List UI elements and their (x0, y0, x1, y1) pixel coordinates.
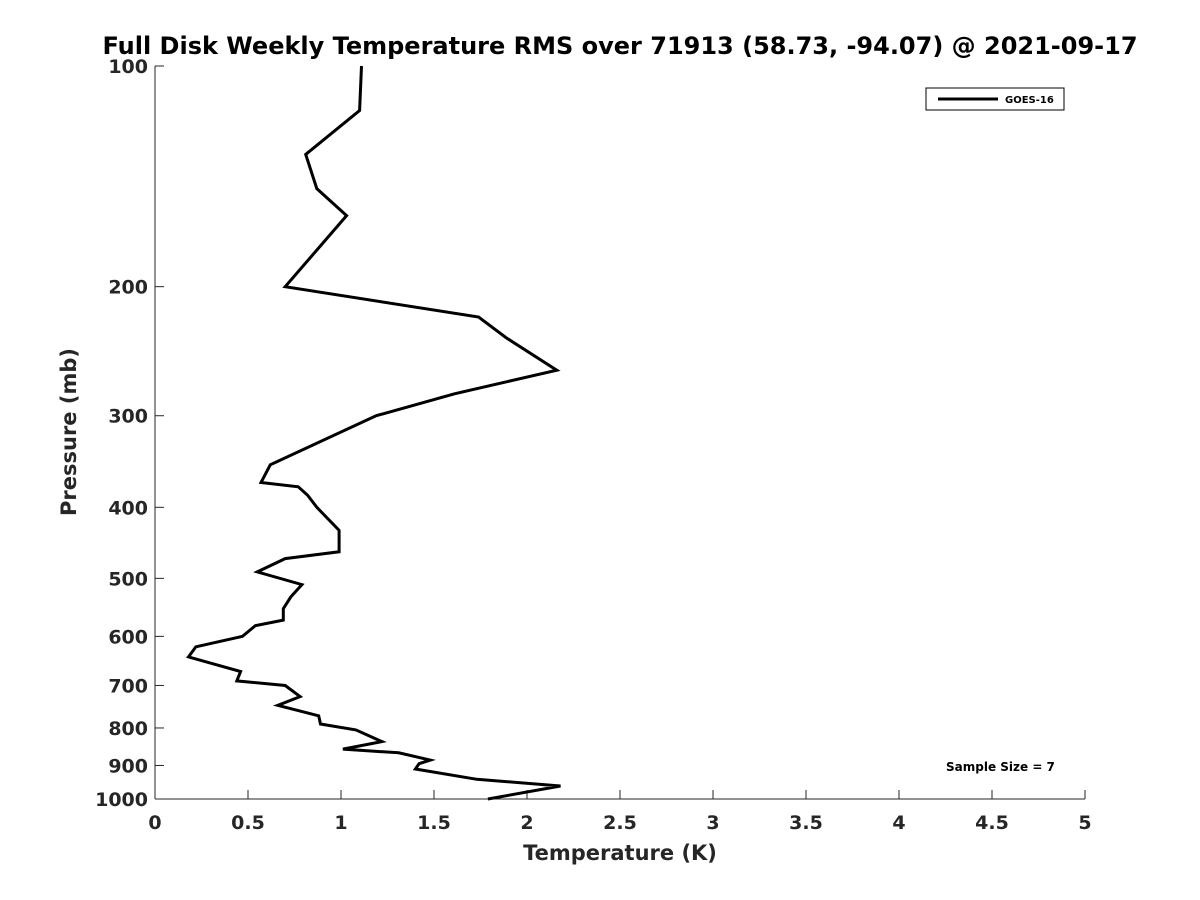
y-ticks: 100 200 300 400 500 600 700 800 900 1000 (95, 56, 164, 811)
y-tick-label: 100 (108, 56, 148, 78)
plot-background (155, 66, 1085, 799)
x-tick-label: 0 (148, 812, 161, 834)
x-tick-label: 4 (892, 812, 905, 834)
y-tick-label: 800 (108, 718, 148, 740)
x-tick-label: 3 (706, 812, 719, 834)
sample-size-annotation: Sample Size = 7 (946, 760, 1055, 774)
y-axis-label: Pressure (mb) (57, 348, 81, 516)
x-tick-label: 1 (334, 812, 347, 834)
y-tick-label: 400 (108, 497, 148, 519)
x-ticks: 0 0.5 1 1.5 2 2.5 3 3.5 4 4.5 5 (148, 790, 1092, 834)
chart-title: Full Disk Weekly Temperature RMS over 71… (102, 32, 1137, 60)
y-tick-label: 300 (108, 406, 148, 428)
x-tick-label: 2 (520, 812, 533, 834)
plot-area: 0 0.5 1 1.5 2 2.5 3 3.5 4 4.5 5 100 200 300 400 500 600… (95, 56, 1092, 834)
series-line-goes-16 (186, 65, 561, 801)
y-tick-label: 500 (108, 568, 148, 590)
legend: GOES-16 (925, 87, 1065, 111)
legend-label-goes-16: GOES-16 (1005, 95, 1054, 106)
y-tick-label: 700 (108, 675, 148, 697)
x-tick-label: 2.5 (603, 812, 637, 834)
x-tick-label: 3.5 (789, 812, 823, 834)
series-layer (186, 65, 561, 801)
x-tick-label: 4.5 (975, 812, 1009, 834)
x-axis-label: Temperature (K) (523, 841, 717, 865)
y-tick-label: 600 (108, 626, 148, 648)
y-tick-label: 200 (108, 277, 148, 299)
y-tick-label: 900 (108, 755, 148, 777)
y-tick-label: 1000 (95, 789, 148, 811)
x-tick-label: 1.5 (417, 812, 451, 834)
x-tick-label: 0.5 (231, 812, 265, 834)
x-tick-label: 5 (1078, 812, 1091, 834)
